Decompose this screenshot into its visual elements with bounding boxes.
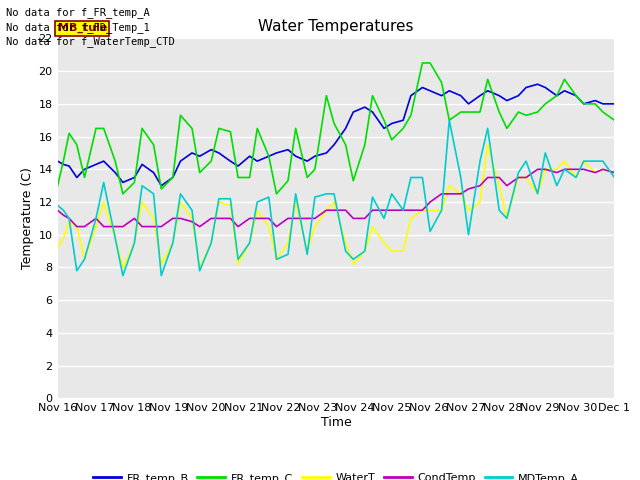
Line: WaterT: WaterT (58, 145, 614, 267)
MDTemp_A (611, 175, 618, 180)
MDTemp_A (445, 117, 453, 123)
WaterT (150, 216, 157, 221)
Text: No data for f_FD_Temp_1: No data for f_FD_Temp_1 (6, 22, 150, 33)
FR_temp_C (119, 191, 127, 197)
FR_temp_B (138, 161, 146, 167)
MDTemp_A (407, 175, 415, 180)
FR_temp_C (150, 142, 157, 148)
FR_temp_B (246, 153, 253, 159)
CondTemp (215, 216, 223, 221)
Line: MDTemp_A: MDTemp_A (58, 120, 614, 276)
Text: No data for f_WaterTemp_CTD: No data for f_WaterTemp_CTD (6, 36, 175, 47)
Text: MB_tule: MB_tule (58, 23, 107, 34)
FR_temp_B (534, 81, 541, 87)
CondTemp (54, 207, 61, 213)
WaterT (611, 170, 618, 176)
MDTemp_A (119, 273, 127, 278)
FR_temp_C (196, 170, 204, 176)
CondTemp (150, 224, 157, 229)
CondTemp (196, 224, 204, 229)
MDTemp_A (150, 191, 157, 197)
MDTemp_A (246, 240, 253, 246)
MDTemp_A (215, 196, 223, 202)
FR_temp_B (157, 183, 165, 189)
MDTemp_A (196, 268, 204, 274)
FR_temp_B (196, 153, 204, 159)
FR_temp_C (611, 117, 618, 123)
FR_temp_C (54, 183, 61, 189)
CondTemp (246, 216, 253, 221)
MDTemp_A (54, 203, 61, 208)
Line: FR_temp_B: FR_temp_B (58, 84, 614, 186)
FR_temp_B (215, 150, 223, 156)
MDTemp_A (234, 256, 242, 262)
Title: Water Temperatures: Water Temperatures (259, 20, 413, 35)
FR_temp_C (215, 125, 223, 131)
WaterT (54, 245, 61, 251)
Line: CondTemp: CondTemp (58, 169, 614, 227)
CondTemp (611, 170, 618, 176)
FR_temp_B (407, 93, 415, 98)
X-axis label: Time: Time (321, 416, 351, 429)
WaterT (246, 240, 253, 246)
FR_temp_C (234, 175, 242, 180)
FR_temp_B (234, 163, 242, 169)
WaterT (119, 264, 127, 270)
CondTemp (234, 224, 242, 229)
WaterT (407, 216, 415, 221)
Text: No data for f_FR_temp_A: No data for f_FR_temp_A (6, 7, 150, 18)
Legend: FR_temp_B, FR_temp_C, WaterT, CondTemp, MDTemp_A: FR_temp_B, FR_temp_C, WaterT, CondTemp, … (89, 469, 583, 480)
Line: FR_temp_C: FR_temp_C (58, 63, 614, 194)
CondTemp (534, 167, 541, 172)
FR_temp_C (419, 60, 426, 66)
FR_temp_C (407, 112, 415, 118)
Y-axis label: Temperature (C): Temperature (C) (21, 168, 35, 269)
FR_temp_B (611, 101, 618, 107)
FR_temp_C (246, 175, 253, 180)
CondTemp (407, 207, 415, 213)
WaterT (215, 199, 223, 205)
CondTemp (73, 224, 81, 229)
WaterT (234, 261, 242, 267)
FR_temp_B (54, 158, 61, 164)
WaterT (484, 142, 492, 148)
WaterT (196, 264, 204, 270)
